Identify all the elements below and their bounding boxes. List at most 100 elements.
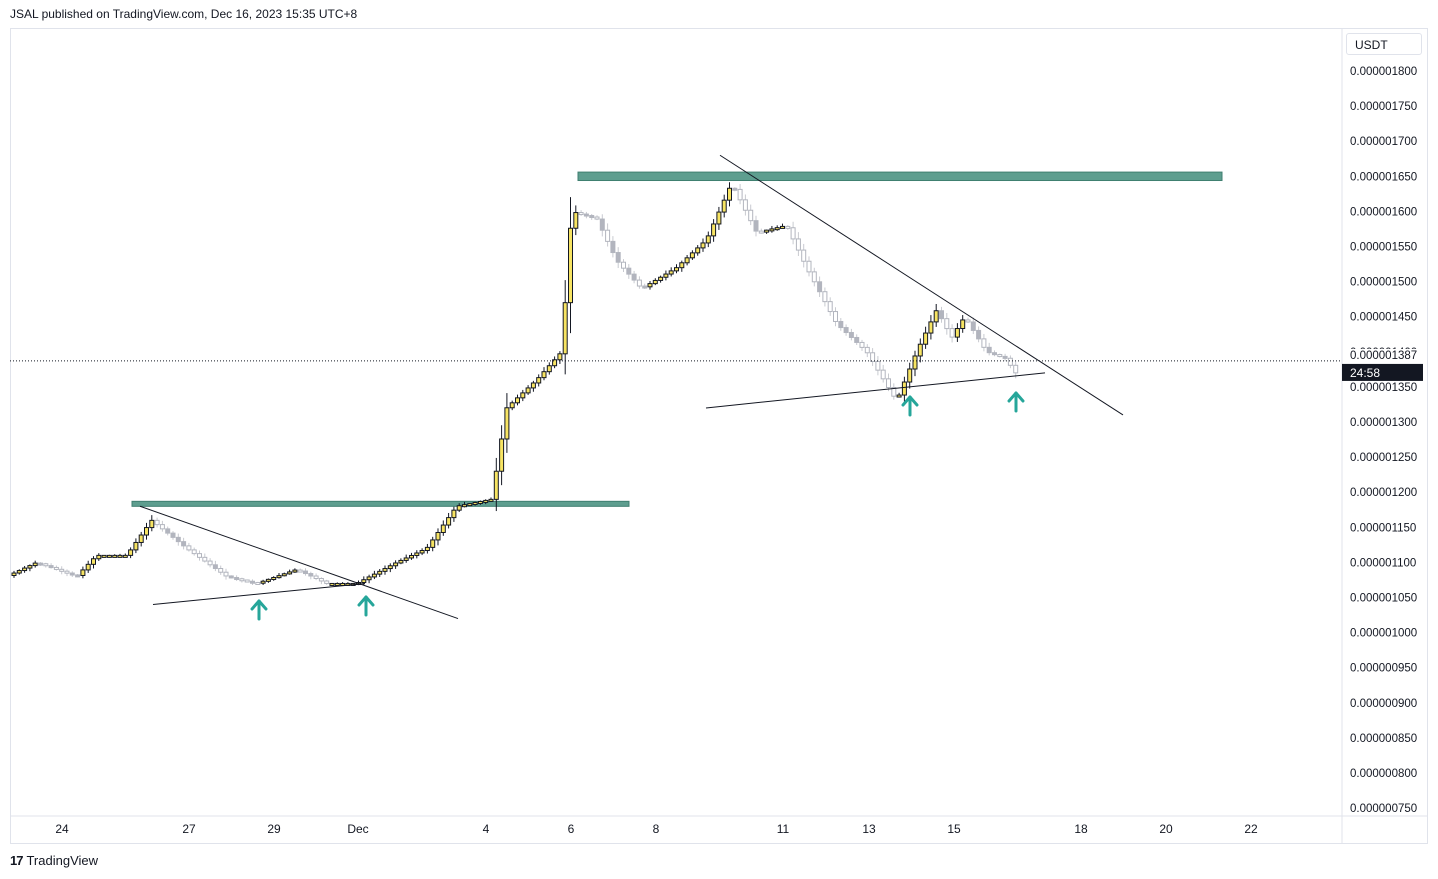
up-arrow-head [1007, 391, 1025, 403]
bull-candle [716, 211, 722, 225]
bull-candle [462, 504, 467, 508]
bear-candle [785, 225, 791, 229]
candles [11, 182, 1019, 586]
bull-candle [377, 570, 383, 575]
bear-candle [732, 187, 738, 191]
bull-candle [287, 571, 293, 575]
bear-candle [303, 570, 308, 575]
bear-candle [228, 575, 234, 579]
bear-candle [1002, 355, 1008, 359]
x-tick-label: 8 [653, 822, 660, 836]
tradingview-brand: TradingView [26, 853, 99, 868]
bull-candle [430, 539, 436, 548]
bear-candle [827, 301, 833, 313]
bull-candle [727, 187, 732, 201]
bear-candle [186, 545, 192, 551]
y-tick-label: 0.000000850 [1350, 733, 1417, 745]
bear-candle [870, 352, 876, 362]
y-tick-label: 0.000001200 [1350, 487, 1417, 499]
bull-candle [80, 569, 86, 576]
bear-candle [175, 536, 181, 543]
bull-candle [138, 534, 144, 543]
bull-candle [711, 223, 717, 237]
y-tick-label: 0.000001250 [1350, 452, 1417, 464]
bear-candle [610, 240, 616, 254]
up-arrow-icon [250, 599, 268, 621]
x-tick-label: 11 [777, 822, 790, 836]
bear-candle [75, 574, 81, 578]
bull-candle [276, 575, 282, 579]
bear-candle [59, 568, 65, 572]
bear-candle [583, 213, 589, 217]
support-arrows [250, 391, 1025, 621]
bull-candle [679, 262, 685, 269]
y-tick-label: 0.000001750 [1350, 101, 1417, 113]
bear-candle [795, 238, 801, 251]
bear-candle [48, 565, 54, 569]
bull-candle [472, 502, 478, 506]
bear-candle [297, 569, 303, 573]
bull-candle [467, 503, 473, 507]
bull-candle [128, 549, 134, 556]
chart-pane[interactable] [10, 28, 1428, 844]
price-axis: 0.000001800 0.000001750 0.000001700 0.00000… [1350, 66, 1417, 815]
bear-candle [599, 218, 605, 231]
current-price-badge: 0.000001387 24:58 [1342, 348, 1423, 381]
bull-candle [456, 505, 462, 511]
up-arrow-icon [1007, 391, 1025, 413]
bear-candle [981, 338, 987, 348]
bull-candle [546, 365, 552, 373]
up-arrow-head [357, 595, 375, 607]
bear-candle [880, 369, 886, 380]
bull-candle [32, 562, 38, 567]
y-tick-label: 0.000001650 [1350, 171, 1417, 183]
bull-candle [22, 567, 28, 572]
bull-candle [928, 321, 934, 334]
y-tick-label: 0.000001150 [1350, 522, 1416, 534]
x-tick-label: 4 [483, 822, 490, 836]
bear-candle [642, 285, 648, 289]
bull-candle [552, 359, 558, 367]
bear-candle [944, 318, 950, 330]
bull-candle [663, 273, 669, 278]
bear-candle [223, 571, 229, 577]
bull-candle [435, 531, 441, 541]
published-header: JSAL published on TradingView.com, Dec 1… [10, 7, 358, 21]
y-tick-label: 0.000001050 [1350, 593, 1417, 605]
bull-candle [917, 343, 923, 357]
bull-candle [329, 582, 335, 586]
tradingview-logo[interactable]: 17 TradingView [10, 853, 98, 868]
y-tick-label: 0.000001350 [1350, 382, 1417, 394]
bull-candle [901, 381, 907, 396]
bear-candle [859, 341, 865, 348]
bear-candle [970, 321, 976, 331]
y-tick-label: 0.000001800 [1350, 66, 1417, 78]
bull-candle [530, 382, 536, 389]
bull-candle [11, 572, 17, 577]
bear-candle [43, 563, 49, 567]
bull-candle [149, 519, 155, 529]
y-tick-label: 0.000001450 [1350, 312, 1417, 324]
bear-candle [255, 581, 261, 585]
bear-candle [626, 267, 632, 275]
bear-candle [843, 327, 849, 334]
bear-candle [939, 310, 944, 320]
x-tick-label: 15 [947, 822, 961, 836]
currency-selector[interactable]: USDT [1346, 33, 1422, 55]
bull-candle [700, 242, 706, 249]
x-tick-label: 18 [1074, 822, 1088, 836]
bear-candle [313, 575, 319, 579]
bear-candle [181, 541, 187, 547]
bear-candle [318, 577, 324, 582]
bear-candle [197, 553, 202, 558]
bull-candle [483, 499, 489, 503]
bear-candle [64, 570, 70, 574]
resistance-zones [131, 171, 1223, 507]
y-tick-label: 0.000001100 [1350, 557, 1416, 569]
bull-candle [424, 546, 430, 552]
bull-candle [954, 328, 960, 338]
y-tick-label: 0.000001550 [1350, 242, 1417, 254]
resistance-zone [577, 171, 1223, 182]
bull-candle [477, 500, 483, 504]
